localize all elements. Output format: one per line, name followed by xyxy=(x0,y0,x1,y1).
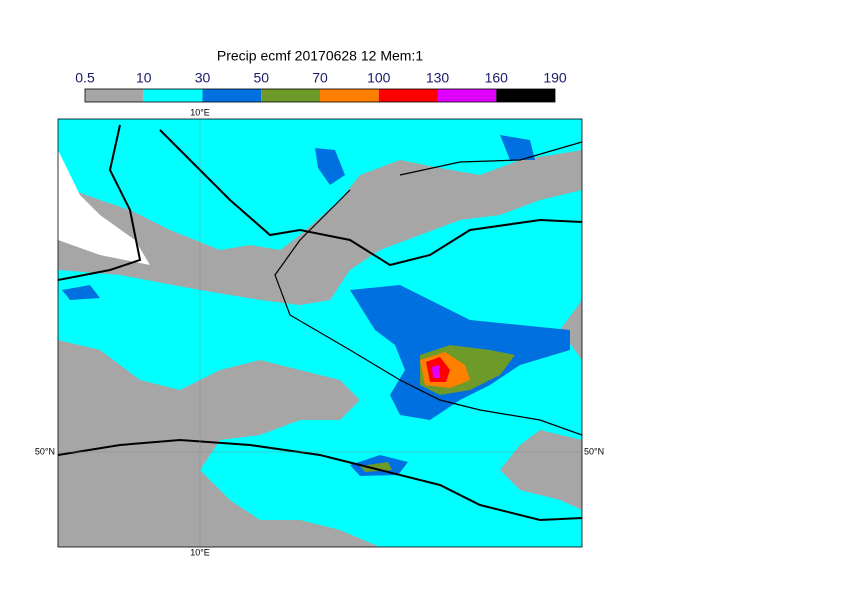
colorbar-swatch xyxy=(496,89,555,102)
coastline xyxy=(58,124,582,281)
colorbar: 0.5 10 30 50 70 100 130 160 190 xyxy=(75,70,567,103)
colorbar-label: 130 xyxy=(426,70,450,86)
lat-label: 50°N xyxy=(584,446,604,456)
map-frame xyxy=(57,118,583,548)
colorbar-label: 190 xyxy=(543,70,567,86)
colorbar-label: 30 xyxy=(195,70,211,86)
colorbar-swatch xyxy=(378,89,438,102)
border xyxy=(274,141,582,436)
lon-label: 10°E xyxy=(190,107,210,117)
colorbar-swatch xyxy=(143,89,203,102)
colorbar-label: 0.5 xyxy=(75,70,95,86)
precip-area xyxy=(432,365,440,378)
lat-label: 50°N xyxy=(35,446,55,456)
colorbar-swatch xyxy=(85,89,144,102)
precip-area xyxy=(500,135,535,160)
precip-area xyxy=(58,119,582,250)
colorbar-label: 160 xyxy=(485,70,509,86)
colorbar-swatch xyxy=(261,89,320,102)
border xyxy=(58,438,582,522)
map xyxy=(58,119,582,547)
colorbar-swatch xyxy=(202,89,262,102)
precip-area xyxy=(315,148,345,185)
colorbar-label: 10 xyxy=(136,70,152,86)
precip-area xyxy=(380,400,500,470)
colorbar-label: 50 xyxy=(253,70,269,86)
precip-area xyxy=(62,285,100,300)
colorbar-label: 70 xyxy=(312,70,328,86)
colorbar-label: 100 xyxy=(367,70,391,86)
title: Precip ecmf 20170628 12 Mem:1 xyxy=(217,48,423,64)
no-data xyxy=(58,150,150,265)
colorbar-frame xyxy=(84,88,556,103)
colorbar-swatch xyxy=(437,89,497,102)
lon-label: 10°E xyxy=(190,547,210,557)
colorbar-swatch xyxy=(320,89,379,102)
precip-area xyxy=(360,462,392,472)
